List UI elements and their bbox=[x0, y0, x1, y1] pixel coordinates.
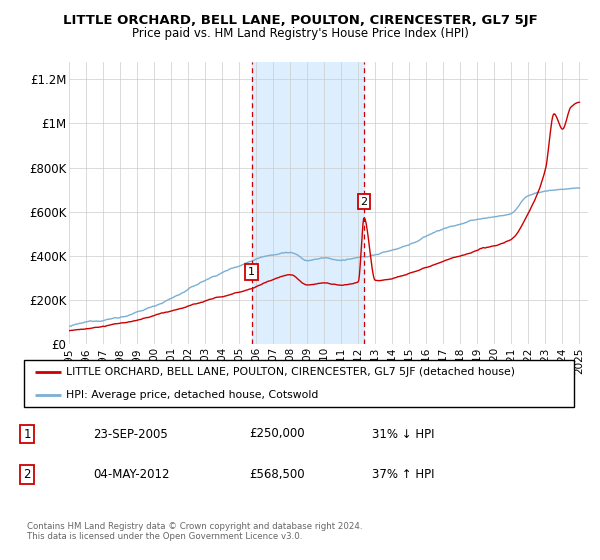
Text: Contains HM Land Registry data © Crown copyright and database right 2024.
This d: Contains HM Land Registry data © Crown c… bbox=[27, 522, 362, 542]
Text: 1: 1 bbox=[248, 267, 255, 277]
Text: £250,000: £250,000 bbox=[249, 427, 305, 441]
Text: LITTLE ORCHARD, BELL LANE, POULTON, CIRENCESTER, GL7 5JF: LITTLE ORCHARD, BELL LANE, POULTON, CIRE… bbox=[62, 14, 538, 27]
Text: LITTLE ORCHARD, BELL LANE, POULTON, CIRENCESTER, GL7 5JF (detached house): LITTLE ORCHARD, BELL LANE, POULTON, CIRE… bbox=[66, 367, 515, 377]
Bar bbox=[251, 62, 364, 344]
Text: Price paid vs. HM Land Registry's House Price Index (HPI): Price paid vs. HM Land Registry's House … bbox=[131, 27, 469, 40]
Text: £568,500: £568,500 bbox=[249, 468, 305, 481]
Text: 04-MAY-2012: 04-MAY-2012 bbox=[93, 468, 170, 481]
Text: 31% ↓ HPI: 31% ↓ HPI bbox=[372, 427, 434, 441]
Text: 2: 2 bbox=[361, 197, 368, 207]
Text: 1: 1 bbox=[23, 427, 31, 441]
Text: 2: 2 bbox=[23, 468, 31, 481]
FancyBboxPatch shape bbox=[23, 361, 574, 407]
Text: 23-SEP-2005: 23-SEP-2005 bbox=[93, 427, 168, 441]
Text: 37% ↑ HPI: 37% ↑ HPI bbox=[372, 468, 434, 481]
Text: HPI: Average price, detached house, Cotswold: HPI: Average price, detached house, Cots… bbox=[66, 390, 319, 400]
